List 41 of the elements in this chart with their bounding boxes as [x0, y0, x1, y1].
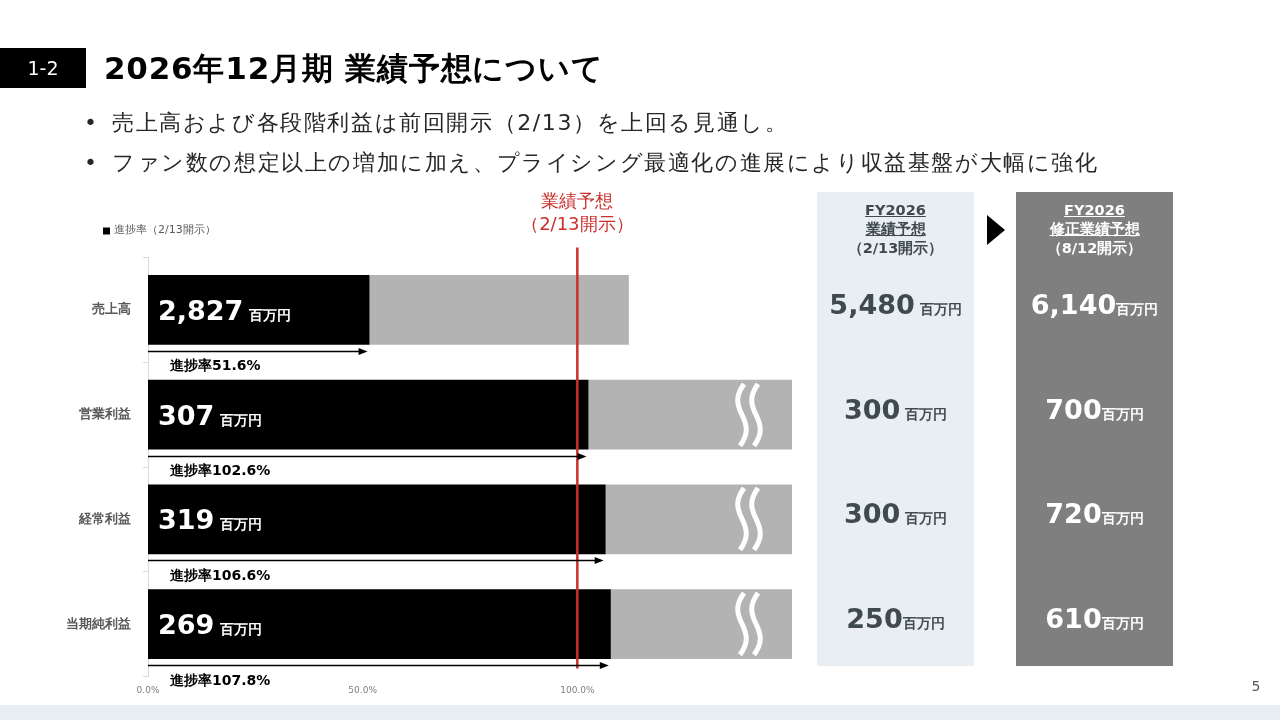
ref-line-label: 業績予想（2/13開示）	[521, 189, 634, 234]
annotation: 進捗率107.8%	[169, 671, 271, 688]
annotation: 進捗率106.6%	[169, 566, 271, 583]
bar	[588, 379, 792, 450]
x-tick-label: 50.0%	[348, 685, 378, 696]
legend-label: 進捗率（2/13開示）	[114, 223, 216, 237]
text: FY2026 業績予想	[865, 202, 926, 237]
text: FY2026 修正業績予想	[1049, 202, 1140, 237]
bar	[369, 274, 629, 345]
text: 5,480 百万円	[829, 289, 962, 320]
chart-title: 2026年12月期 業績予想について	[104, 49, 604, 88]
text: 1-2	[0, 48, 86, 88]
text: 5	[1250, 677, 1262, 696]
bar	[148, 274, 370, 345]
chart-subtitle: • 売上高および各段階利益は前回開示（2/13）を上回る見通し。 • ファン数の想定以上の増加に加え、プライシング最適化の進展により収益基盤が大幅に強化	[84, 109, 1099, 177]
y-tick-label: 当期純利益	[66, 615, 131, 631]
text: 720百万円	[1045, 498, 1144, 530]
x-tick-label: 100.0%	[560, 685, 595, 696]
text: （2/13開示）	[846, 239, 945, 258]
annotation: 269 百万円	[158, 609, 263, 641]
annotation: 進捗率102.6%	[169, 462, 271, 479]
annotation: 319 百万円	[158, 504, 263, 536]
text: （8/12開示）	[1045, 239, 1144, 258]
text: 300 百万円	[843, 393, 948, 425]
bar	[605, 484, 792, 555]
bar	[148, 589, 611, 660]
y-tick-label: 売上高	[92, 301, 131, 317]
text: 610百万円	[1045, 603, 1144, 635]
annotation: 進捗率51.6%	[169, 357, 261, 374]
bar	[148, 379, 589, 450]
annotation: 307 百万円	[158, 399, 263, 431]
bar	[610, 589, 792, 660]
y-tick-label: 経常利益	[78, 510, 131, 526]
annotation: 2,827 百万円	[158, 294, 292, 326]
text: 700百万円	[1045, 393, 1144, 425]
text: 250百万円	[846, 603, 945, 635]
x-tick-label: 0.0%	[136, 685, 160, 696]
text: 6,140百万円	[1030, 289, 1159, 320]
text: 300 百万円	[843, 498, 948, 530]
y-tick-label: 営業利益	[79, 406, 131, 421]
bar	[148, 484, 606, 555]
